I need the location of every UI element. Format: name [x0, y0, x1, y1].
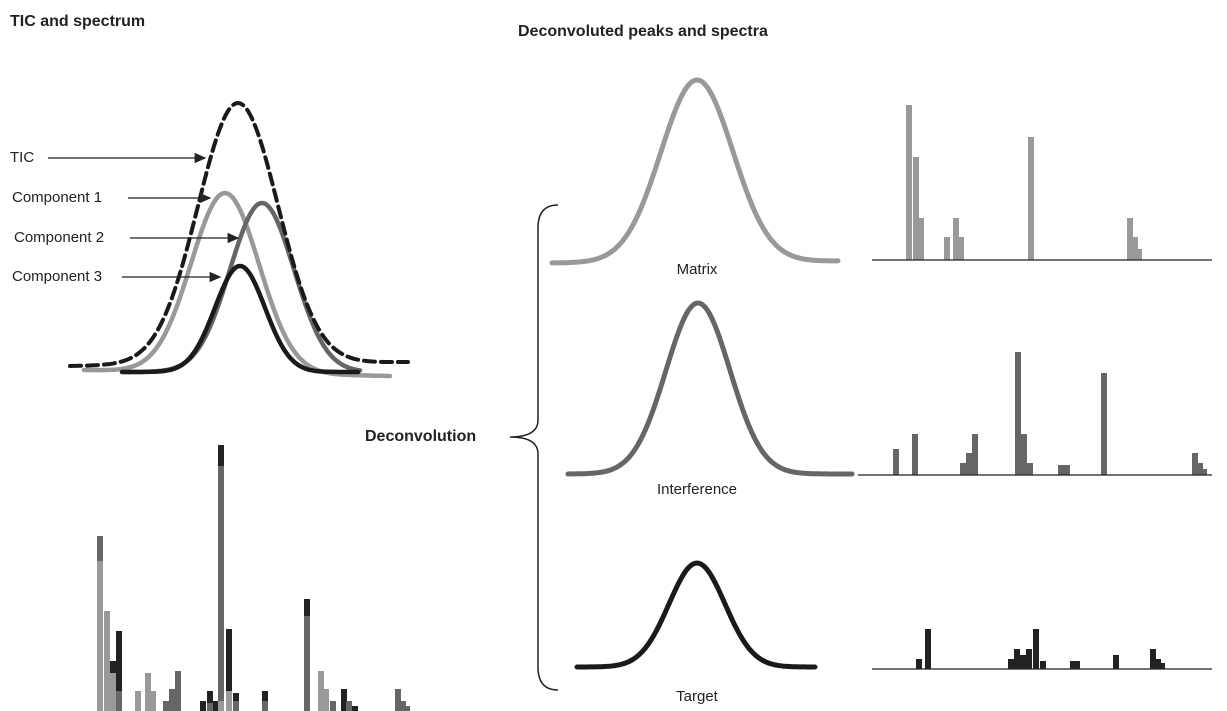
component-label: Component 1 [12, 189, 102, 206]
spectrum-bar [400, 701, 406, 711]
spectrum-bar [323, 689, 329, 711]
spectrum-bar [395, 689, 401, 711]
spectrum-bar [918, 218, 924, 260]
spectrum-bar [262, 691, 268, 701]
peak-curve [565, 300, 855, 477]
spectrum-bar [1155, 659, 1161, 669]
spectrum-bar [1201, 469, 1207, 475]
spectrum-bar [207, 703, 213, 711]
right-title: Deconvoluted peaks and spectra [518, 23, 768, 40]
spectrum-bar [404, 706, 410, 711]
spectrum-bar [1192, 453, 1198, 475]
peak-curve [119, 263, 361, 375]
spectrum-bar [944, 237, 950, 260]
spectrum-bar [966, 453, 972, 475]
spectrum-bar [1033, 629, 1039, 669]
spectrum-bar [213, 701, 219, 711]
spectrum-bar [1132, 237, 1138, 260]
spectrum-bar [150, 691, 156, 711]
spectrum-bar [352, 706, 358, 711]
spectrum-bar [1113, 655, 1119, 669]
peak-curve [574, 560, 818, 670]
peak-curve [68, 100, 410, 368]
spectrum-bar [913, 157, 919, 260]
spectrum-bar [318, 671, 324, 711]
spectrum-bar [906, 105, 912, 260]
spectrum-bar [341, 689, 347, 711]
spectrum-bar [169, 689, 175, 711]
spectrum-bar [1150, 649, 1156, 669]
spectrum-bar [135, 691, 141, 711]
spectrum-bar [1026, 649, 1032, 669]
spectrum-bar [110, 661, 116, 673]
component-label: Component 2 [14, 229, 104, 246]
spectrum-bar [304, 616, 310, 711]
spectrum-bar [1008, 659, 1014, 669]
spectrum-bar [953, 218, 959, 260]
spectrum-bar [304, 599, 310, 616]
spectrum-bar [116, 691, 122, 711]
deconvolution-label: Deconvolution [365, 428, 476, 445]
spectrum-bar [346, 701, 352, 711]
spectrum-bar [912, 434, 918, 475]
spectrum-bar [262, 701, 268, 711]
panel-label: Interference [657, 481, 737, 498]
spectrum-bar [207, 691, 213, 703]
spectrum-bar [1058, 465, 1070, 475]
brace [509, 204, 559, 691]
spectrum-bar [1136, 249, 1142, 260]
spectrum-bar [218, 701, 224, 711]
spectrum-bar [145, 673, 151, 711]
spectrum-bar [97, 536, 103, 561]
spectrum-bar [1101, 373, 1107, 475]
spectrum-bar [960, 463, 966, 475]
spectrum-bar [233, 701, 239, 711]
component-label: Component 3 [12, 268, 102, 285]
left-title: TIC and spectrum [10, 13, 145, 30]
spectrum-bar [1021, 434, 1027, 475]
spectrum-bar [218, 445, 224, 466]
spectrum-bar [1127, 218, 1133, 260]
spectrum-bar [104, 611, 110, 711]
spectrum-bar [175, 671, 181, 711]
spectrum-bar [1070, 661, 1080, 669]
spectrum-bar [1040, 661, 1046, 669]
spectrum-bar [1197, 463, 1203, 475]
panel-label: Matrix [677, 261, 718, 278]
spectrum-bar [925, 629, 931, 669]
spectrum-bar [1020, 655, 1026, 669]
spectrum-bar [958, 237, 964, 260]
peak-curve [81, 190, 393, 379]
peak-curve [549, 77, 841, 266]
spectrum-bar [218, 466, 224, 701]
spectrum-bar [97, 561, 103, 711]
tic-label: TIC [10, 149, 34, 166]
spectrum-bar [1028, 137, 1034, 260]
spectrum-bar [226, 691, 232, 711]
spectrum-bar [1027, 463, 1033, 475]
spectrum-bar [233, 693, 239, 701]
spectrum-bar [972, 434, 978, 475]
spectrum-bar [1014, 649, 1020, 669]
spectrum-bar [1159, 663, 1165, 669]
spectrum-bar [893, 449, 899, 475]
spectrum-bar [226, 629, 232, 691]
spectrum-bar [200, 701, 206, 711]
spectrum-bar [330, 701, 336, 711]
spectrum-bar [163, 701, 169, 711]
spectrum-bar [110, 673, 116, 711]
spectrum-bar [116, 631, 122, 691]
panel-label: Target [676, 688, 719, 705]
spectrum-bar [1015, 352, 1021, 475]
spectrum-bar [916, 659, 922, 669]
